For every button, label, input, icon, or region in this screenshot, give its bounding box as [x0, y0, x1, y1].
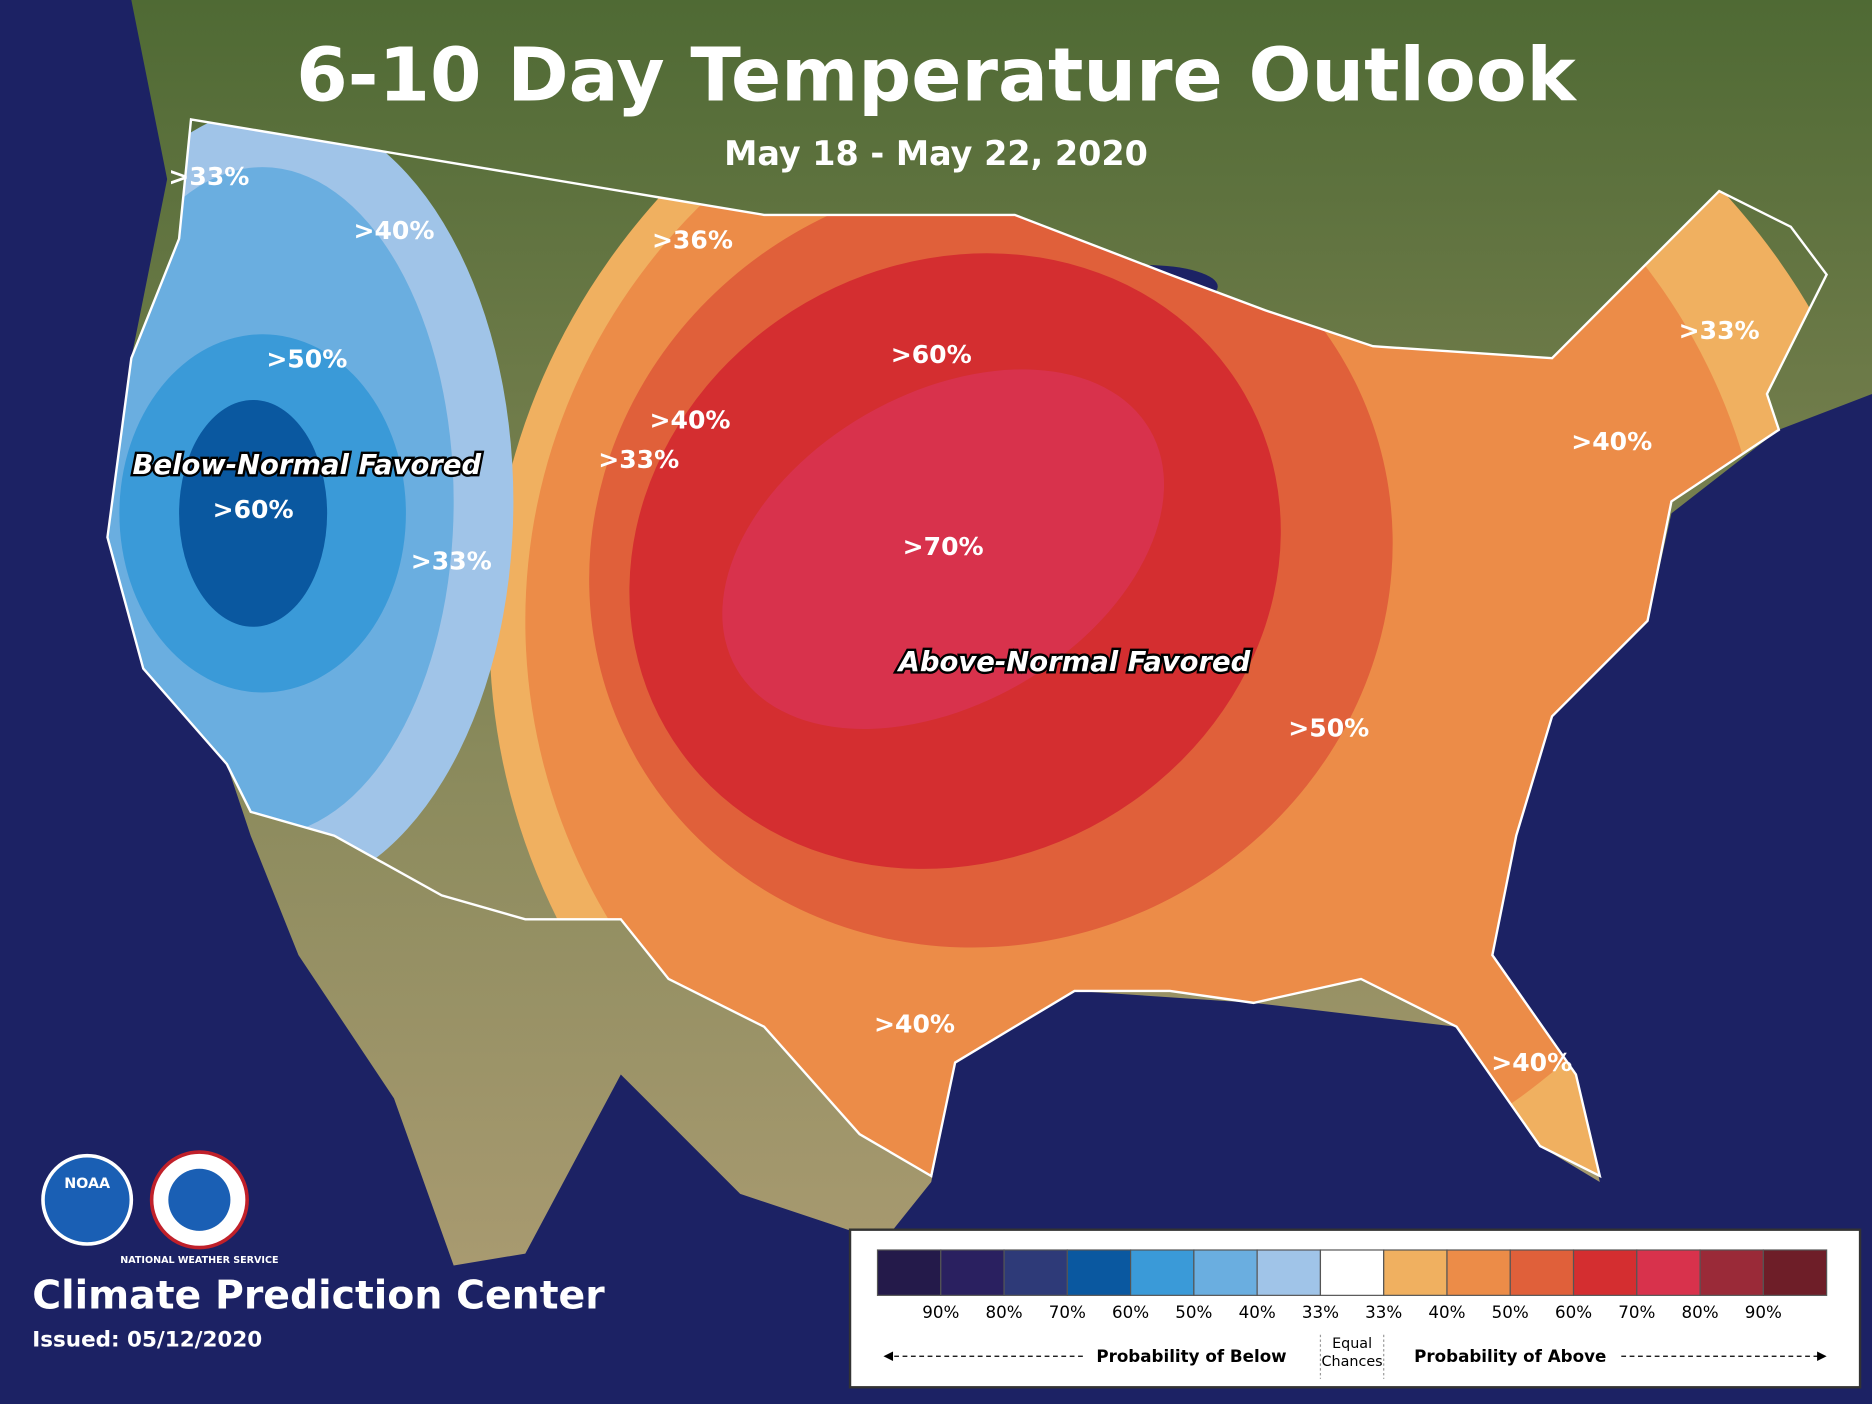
probability-label: >60%: [213, 495, 294, 524]
probability-label: >33%: [1679, 316, 1760, 345]
us-border: [106, 118, 1829, 1179]
probability-label: >40%: [353, 216, 434, 245]
probability-label: >50%: [1288, 714, 1369, 743]
arrow-head: [883, 1351, 894, 1362]
legend-level: 40%: [1428, 1302, 1465, 1322]
organization: Climate Prediction Center: [32, 1272, 605, 1318]
equal-chances: Equal Chances: [1321, 1334, 1383, 1370]
legend-level: 50%: [1175, 1302, 1212, 1322]
probability-label: >40%: [874, 1010, 955, 1039]
region-label: Above-Normal Favored: [897, 647, 1251, 678]
region-label: Below-Normal Favored: [133, 450, 482, 481]
probability-label: >70%: [903, 532, 984, 561]
legend-swatch: [1319, 1249, 1385, 1296]
legend-level: 50%: [1492, 1302, 1529, 1322]
probability-above: Probability of Above: [1414, 1346, 1606, 1366]
probability-label: >33%: [598, 445, 679, 474]
legend-level: 70%: [1618, 1302, 1655, 1322]
legend-swatch: [1762, 1249, 1828, 1296]
probability-label: >50%: [266, 345, 347, 374]
logos: NOAA NATIONAL WEATHER SERVICE: [41, 1150, 278, 1266]
legend-swatch: [1446, 1249, 1511, 1296]
legend-swatch: [1130, 1249, 1195, 1296]
legend: Probability of Below Probability of Abov…: [876, 1249, 1828, 1379]
legend-swatch: [1509, 1249, 1575, 1296]
logo-nws: NATIONAL WEATHER SERVICE: [120, 1255, 278, 1266]
legend-swatch: [1636, 1249, 1701, 1296]
legend-level: 80%: [985, 1302, 1022, 1322]
probability-label: >33%: [411, 546, 492, 575]
probability-label: >40%: [650, 406, 731, 435]
legend-swatch: [1066, 1249, 1132, 1296]
legend-level: 60%: [1555, 1302, 1592, 1322]
legend-level: 70%: [1049, 1302, 1086, 1322]
probability-label: >36%: [652, 225, 733, 254]
probability-label: >40%: [1571, 427, 1652, 456]
equal-chances-box: Equal Chances: [1321, 1334, 1383, 1370]
legend-level: 90%: [1745, 1302, 1782, 1322]
legend-swatch: [940, 1249, 1005, 1296]
legend-level: 90%: [922, 1302, 959, 1322]
map-labels: >33% >40% >36% >50% >60% >40% >33% >33% >60% >70%…: [130, 162, 1760, 1077]
legend-swatch: [876, 1249, 942, 1296]
legend-swatch: [1193, 1249, 1258, 1296]
legend-swatch: [1572, 1249, 1638, 1296]
arrow-head: [1817, 1351, 1827, 1362]
legend-swatch: [1383, 1249, 1448, 1296]
title: 6-10 Day Temperature Outlook: [296, 32, 1577, 118]
logo-noaa: NOAA: [64, 1176, 110, 1192]
issued-date: Issued: 05/12/2020: [32, 1328, 262, 1353]
legend-level: 60%: [1112, 1302, 1149, 1322]
legend-swatch: [1256, 1249, 1322, 1296]
probability-below: Probability of Below: [1096, 1346, 1286, 1366]
legend-level: 80%: [1682, 1302, 1719, 1322]
legend-swatch: [1003, 1249, 1068, 1296]
legend-swatch: [1699, 1249, 1764, 1296]
subtitle: May 18 - May 22, 2020: [724, 134, 1148, 173]
probability-label: >33%: [168, 162, 249, 191]
legend-level: 33%: [1365, 1302, 1402, 1322]
probability-label: >60%: [891, 340, 972, 369]
legend-level: 33%: [1302, 1302, 1339, 1322]
legend-level: 40%: [1239, 1302, 1276, 1322]
probability-label: >40%: [1491, 1048, 1572, 1077]
